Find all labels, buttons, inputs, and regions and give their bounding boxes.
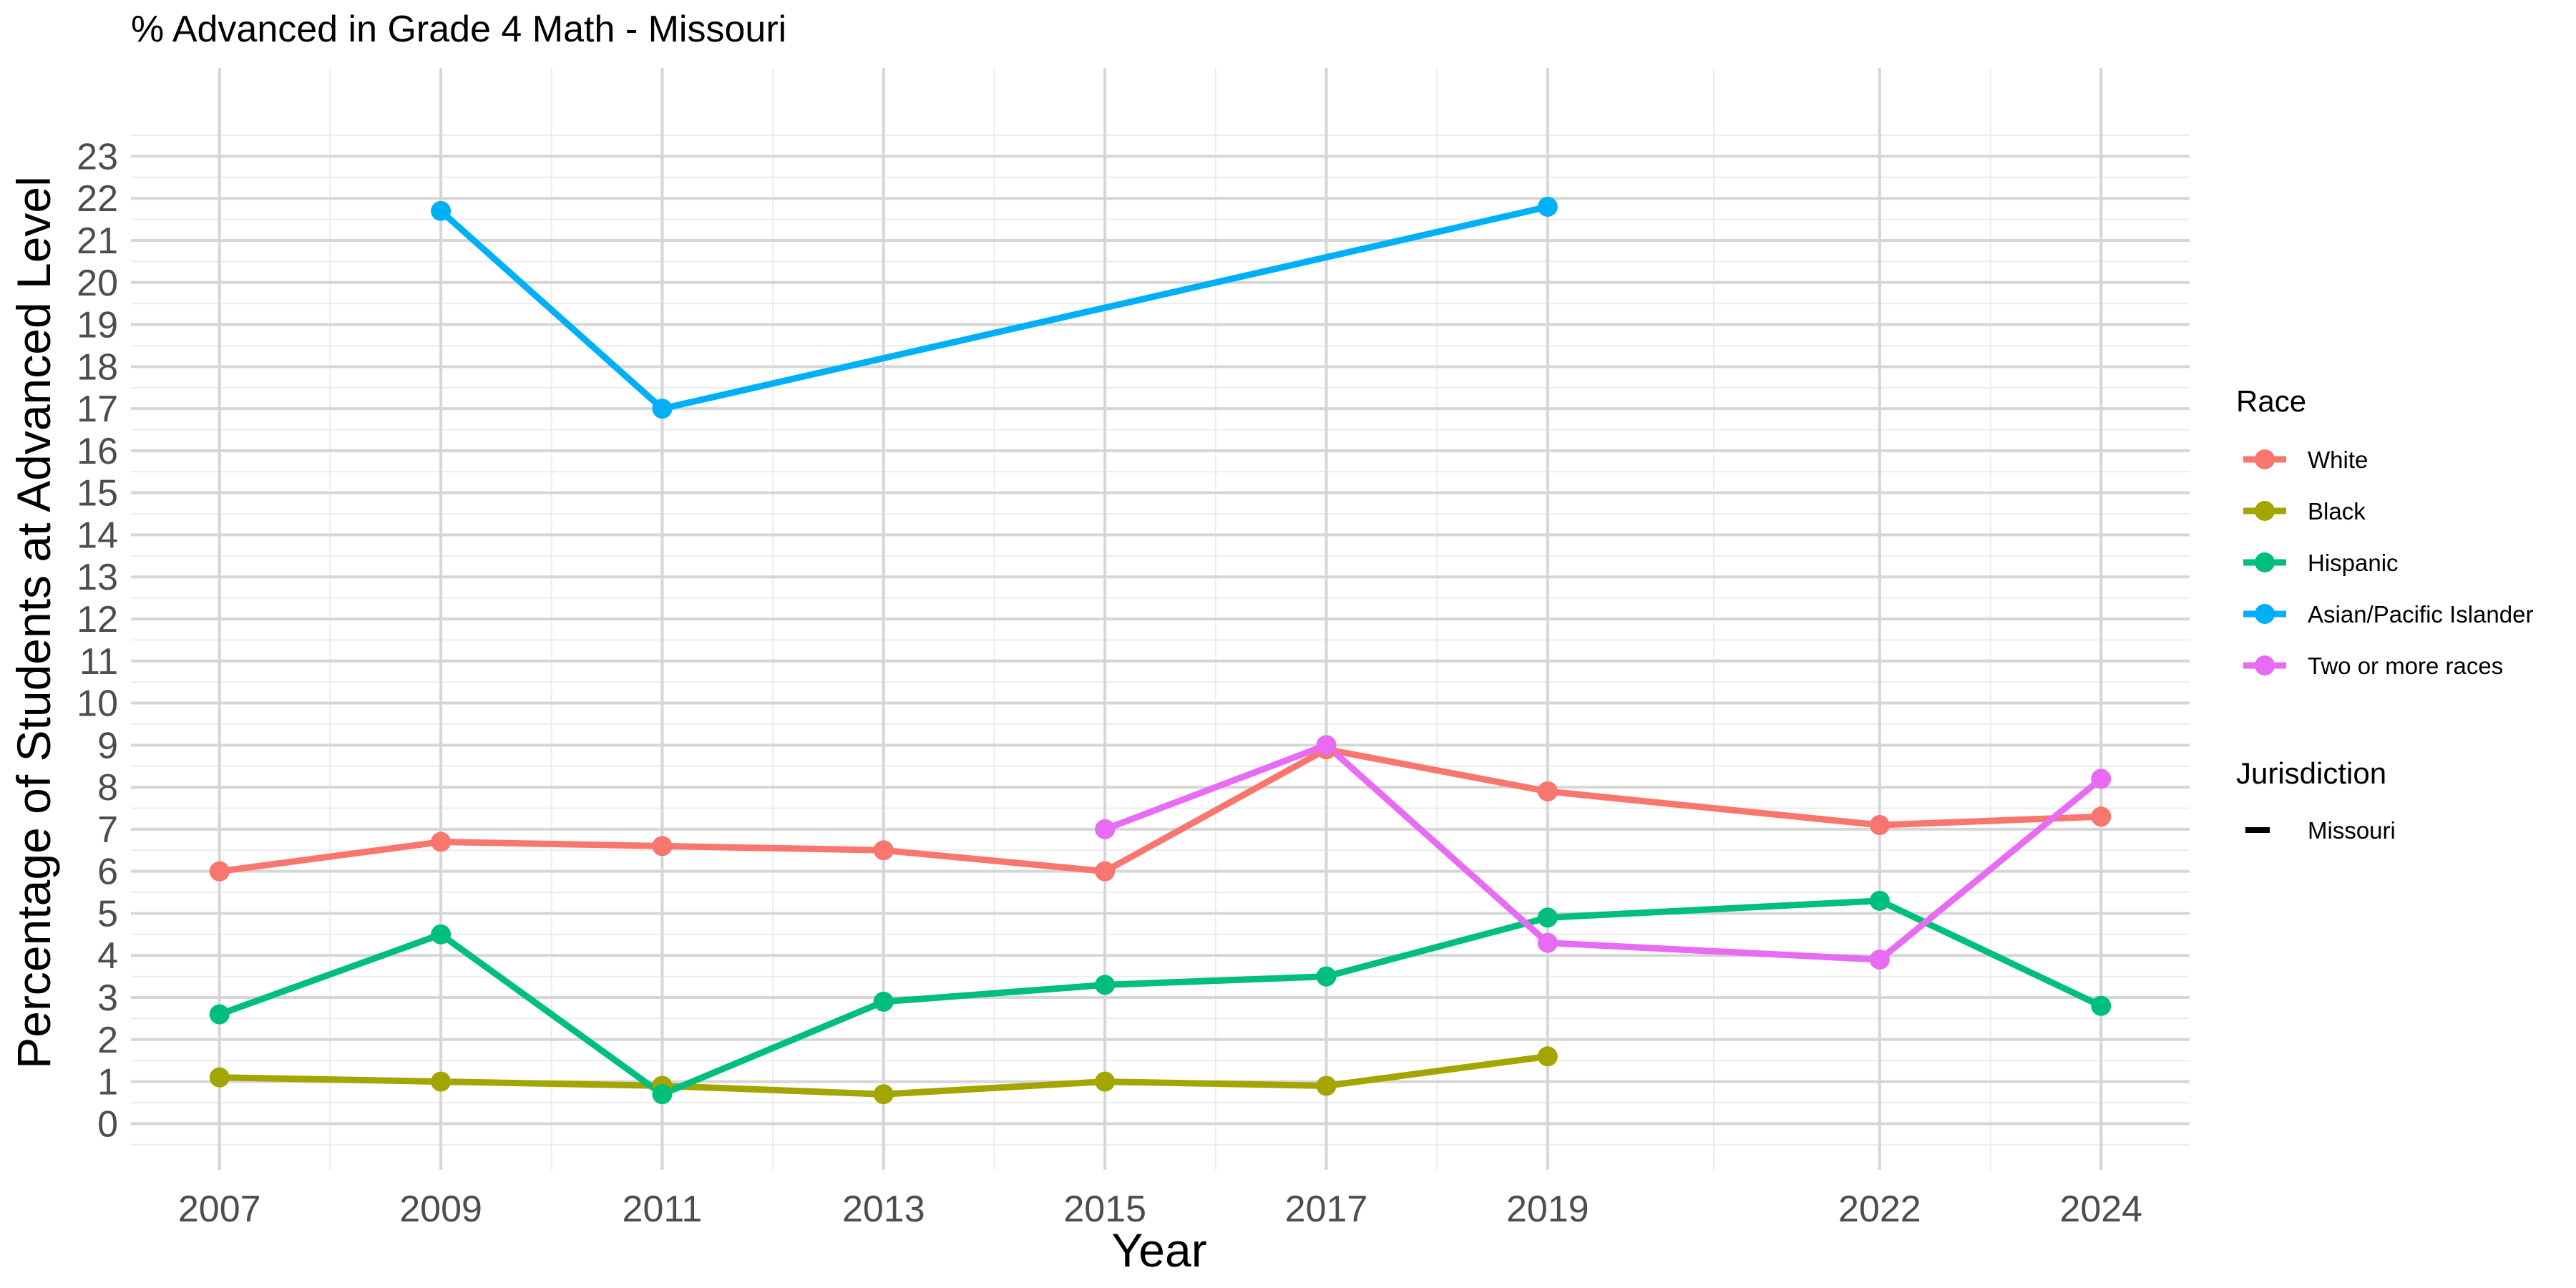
data-point — [209, 1004, 230, 1025]
data-point — [1095, 975, 1116, 995]
data-point — [1869, 815, 1890, 836]
x-tick-labels: 2007 2009 2011 2013 2015 2017 2019 2022 2024 — [178, 1189, 2142, 1230]
legend: Race White Black Hispanic Asian/Pacific Isl… — [2236, 384, 2533, 844]
data-point — [1316, 735, 1337, 756]
data-point — [1869, 950, 1890, 970]
x-tick-label: 2017 — [1285, 1189, 1368, 1230]
data-point — [1537, 1046, 1558, 1067]
legend-item: Asian/Pacific Islander — [2243, 601, 2533, 628]
y-tick-label: 7 — [97, 809, 118, 851]
data-point — [1095, 1071, 1116, 1092]
legend-item: White — [2243, 447, 2368, 473]
y-tick-label: 20 — [77, 263, 118, 304]
chart-title: % Advanced in Grade 4 Math - Missouri — [131, 9, 786, 50]
x-axis-title: Year — [1111, 1224, 1206, 1277]
y-tick-label: 19 — [77, 305, 118, 346]
legend-key-point — [2255, 604, 2275, 624]
y-tick-label: 10 — [77, 683, 118, 725]
data-point — [209, 861, 230, 882]
legend-label: Two or more races — [2308, 653, 2503, 679]
legend-item: Two or more races — [2243, 653, 2503, 679]
data-point — [873, 991, 894, 1012]
legend-key-point — [2255, 655, 2275, 675]
data-point — [1095, 819, 1116, 839]
minor-gridlines — [131, 68, 2190, 1170]
series-layer — [209, 196, 2112, 1105]
y-tick-label: 21 — [77, 220, 118, 262]
y-tick-label: 12 — [77, 599, 118, 640]
y-tick-label: 22 — [77, 178, 118, 220]
y-tick-label: 14 — [77, 514, 118, 556]
y-tick-label: 3 — [97, 977, 118, 1019]
data-point — [2091, 806, 2112, 827]
legend-label: White — [2308, 447, 2368, 473]
data-point — [873, 1084, 894, 1105]
series-line — [1103, 741, 2104, 963]
data-point — [431, 831, 452, 852]
major-gridlines — [131, 68, 2190, 1170]
data-point — [652, 399, 673, 419]
y-tick-label: 9 — [97, 725, 118, 766]
legend-label: Hispanic — [2308, 550, 2399, 576]
legend-label: Black — [2308, 498, 2366, 525]
y-tick-label: 6 — [97, 852, 118, 893]
data-point — [2091, 995, 2112, 1016]
data-point — [1537, 196, 1558, 217]
data-point — [1537, 932, 1558, 953]
legend-key-point — [2255, 501, 2275, 521]
x-tick-label: 2024 — [2059, 1189, 2142, 1230]
legend-item: Hispanic — [2243, 550, 2399, 576]
y-tick-label: 11 — [79, 641, 118, 683]
data-point — [1095, 861, 1116, 882]
data-point — [209, 1067, 230, 1088]
data-point — [431, 200, 452, 221]
y-tick-label: 17 — [77, 389, 118, 430]
legend-label: Asian/Pacific Islander — [2308, 601, 2533, 628]
y-tick-label: 15 — [77, 473, 118, 514]
x-tick-label: 2007 — [178, 1189, 261, 1230]
legend-title-jurisdiction: Jurisdiction — [2236, 756, 2386, 790]
legend-item: Black — [2243, 498, 2366, 525]
x-tick-label: 2011 — [623, 1189, 703, 1230]
data-point — [652, 1084, 673, 1105]
y-tick-label: 5 — [97, 893, 118, 935]
y-tick-label: 18 — [77, 346, 118, 388]
data-point — [1537, 907, 1558, 928]
data-point — [2091, 769, 2112, 789]
legend-key-point — [2255, 449, 2275, 469]
x-tick-label: 2022 — [1838, 1189, 1921, 1230]
y-tick-label: 1 — [97, 1062, 118, 1103]
x-tick-label: 2013 — [842, 1189, 925, 1230]
legend-key-point — [2255, 552, 2275, 572]
legend-label-jurisdiction: Missouri — [2308, 817, 2396, 844]
data-point — [1316, 1075, 1337, 1096]
y-tick-label: 16 — [77, 431, 118, 472]
data-point — [431, 924, 452, 945]
data-point — [431, 1071, 452, 1092]
y-tick-label: 4 — [97, 935, 118, 977]
data-point — [652, 836, 673, 857]
data-point — [873, 840, 894, 861]
x-tick-label: 2015 — [1063, 1189, 1146, 1230]
x-tick-label: 2019 — [1506, 1189, 1589, 1230]
y-tick-label: 2 — [97, 1020, 118, 1061]
y-tick-label: 8 — [97, 767, 118, 809]
data-point — [1869, 890, 1890, 911]
y-axis-title: Percentage of Students at Advanced Level — [7, 176, 60, 1069]
y-tick-label: 13 — [77, 557, 118, 598]
data-point — [1537, 781, 1558, 801]
y-tick-label: 0 — [97, 1103, 118, 1145]
legend-race-items: White Black Hispanic Asian/Pacific Islander… — [2243, 447, 2533, 679]
y-tick-label: 23 — [77, 136, 118, 177]
x-tick-label: 2009 — [399, 1189, 482, 1230]
data-point — [1316, 966, 1337, 987]
legend-title-race: Race — [2236, 384, 2306, 418]
legend-item-jurisdiction: Missouri — [2245, 817, 2396, 844]
